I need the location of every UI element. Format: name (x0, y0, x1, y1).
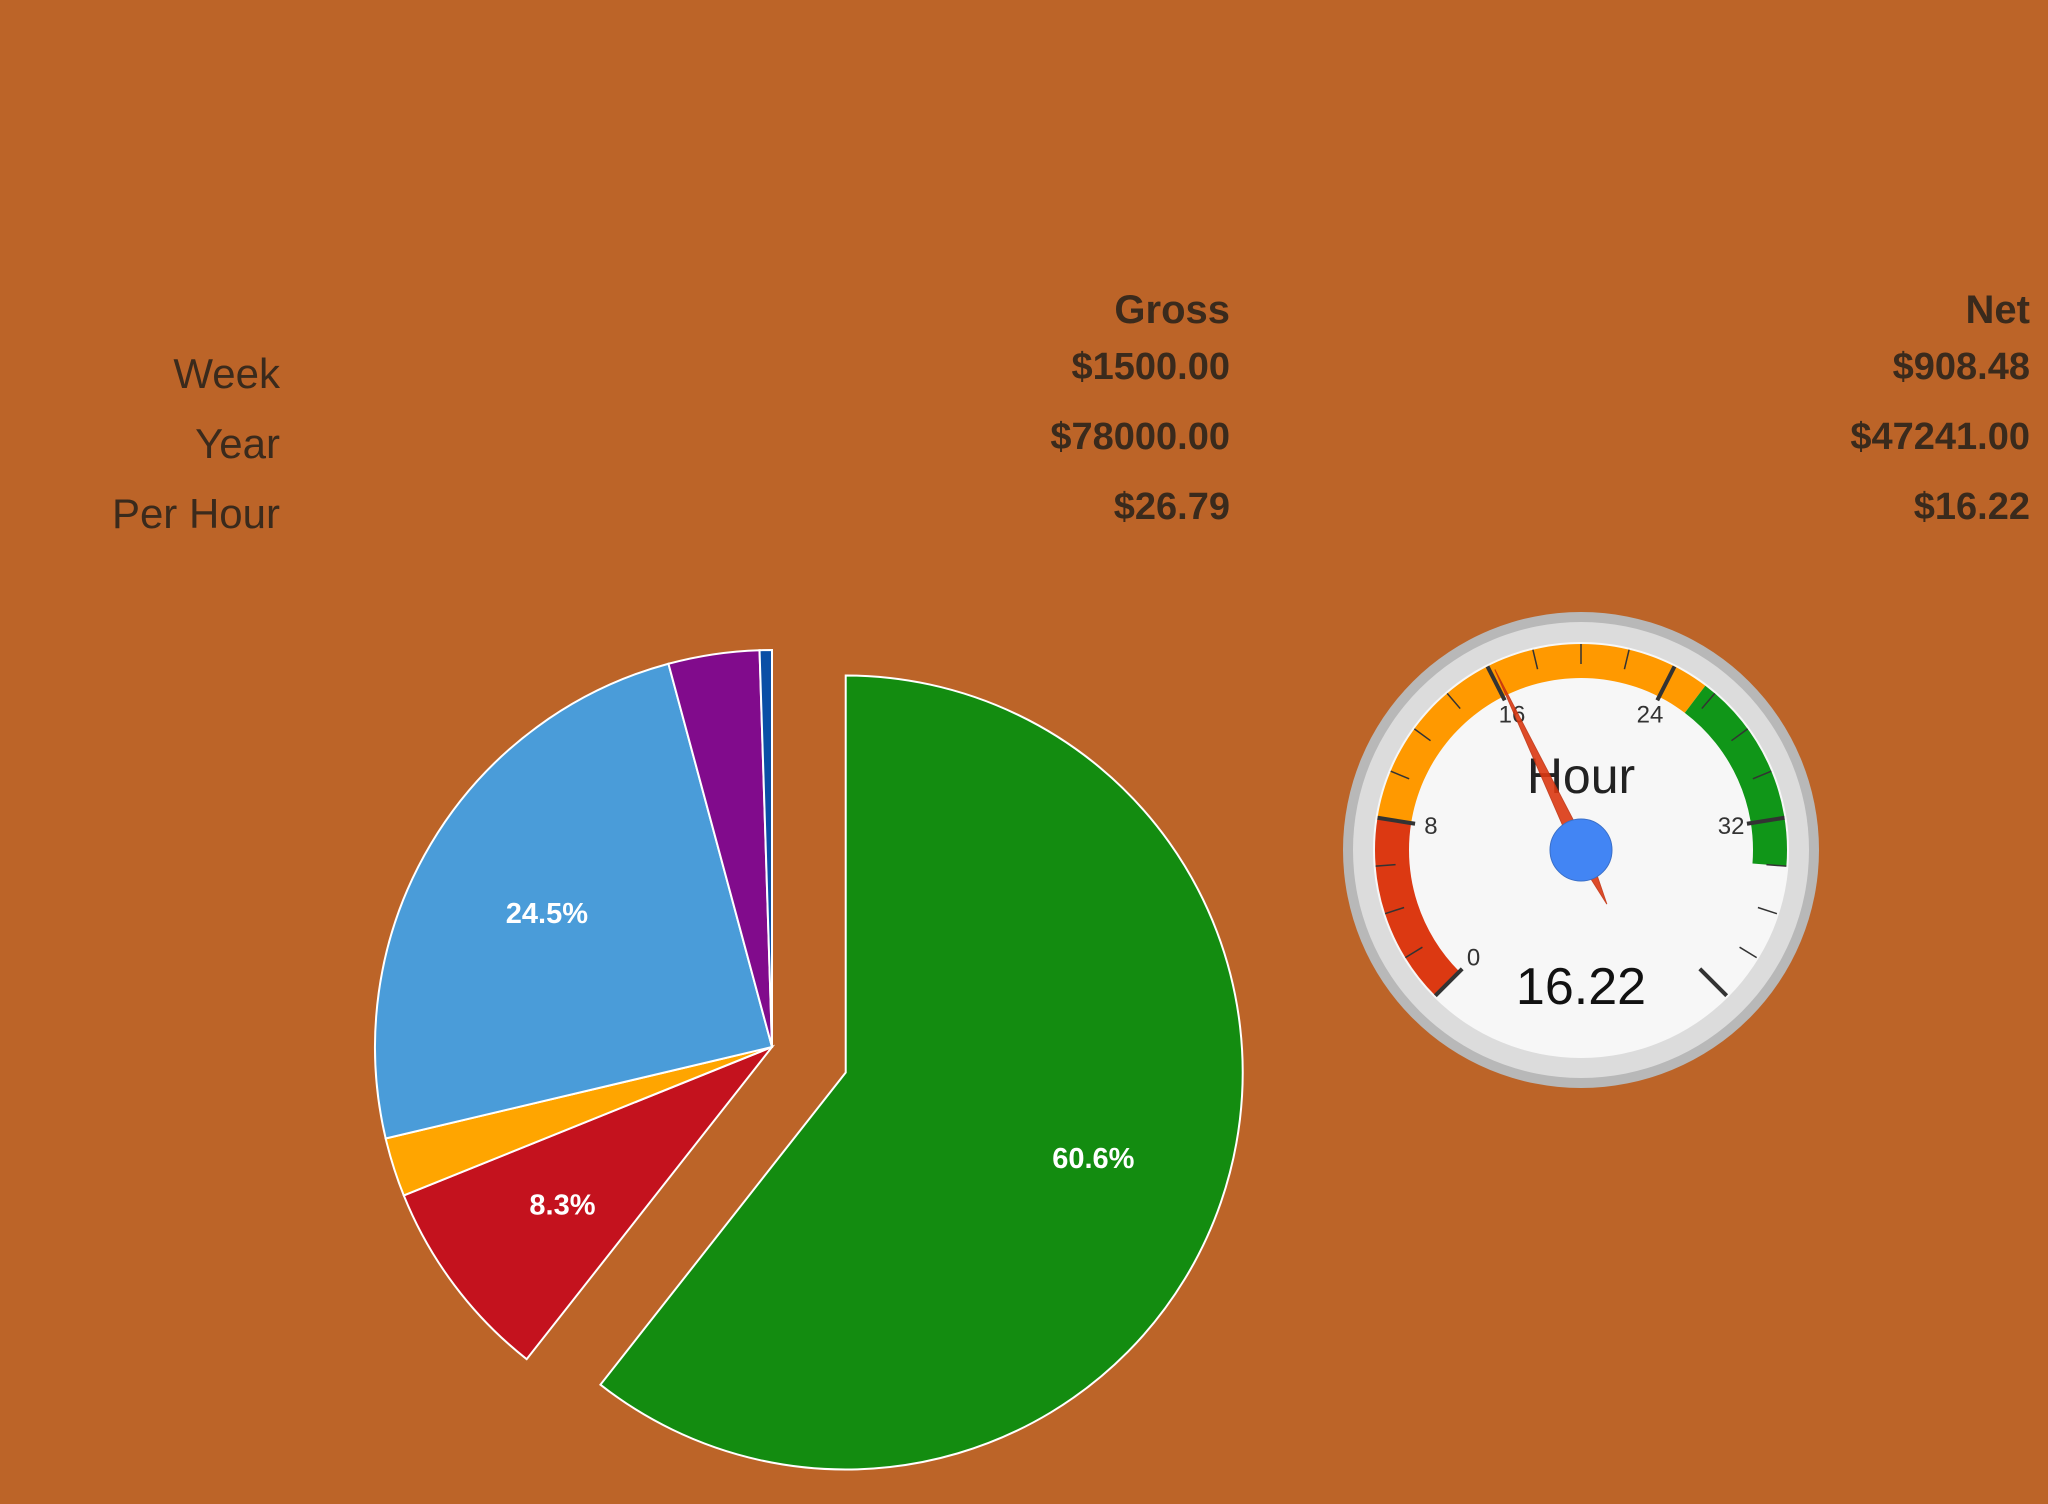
gauge-minor-tick (1757, 906, 1778, 915)
gauge-minor-tick (1384, 906, 1405, 915)
pie-slice-label-1: 8.3% (529, 1189, 595, 1221)
pie-chart-svg: 60.6% 8.3% 24.5% (374, 648, 1244, 1471)
gauge-minor-tick (1404, 946, 1423, 959)
pie-slice-0 (599, 674, 1244, 1471)
gauge-major-tick (1698, 967, 1729, 998)
gauge-band-0 (1375, 817, 1460, 996)
gauge-tick-label-4: 32 (1718, 813, 1745, 840)
gauge-minor-tick (1701, 692, 1716, 710)
salary-summary-table: Gross Net Week $1500.00 $908.48 Year $78… (0, 0, 2048, 560)
gauge-tick-label-3: 24 (1637, 702, 1664, 729)
gauge-band-1 (1377, 644, 1706, 824)
row-label-per-hour: Per Hour (111, 490, 280, 537)
pie-slice-1 (402, 1044, 776, 1361)
pie-slice-5 (758, 648, 773, 1048)
per-hour-gross-value: $26.79 (1113, 486, 1230, 528)
pie-slice-label-0: 60.6% (1052, 1143, 1134, 1175)
gauge-value-readout: 16.22 (1516, 958, 1646, 1016)
gauge-minor-tick (1375, 863, 1396, 867)
gauge-minor-tick (1413, 728, 1431, 742)
pie-slice-label-3: 24.5% (506, 898, 588, 930)
gauge-minor-tick (1446, 692, 1461, 710)
gauge-minor-tick (1623, 649, 1630, 670)
gauge-major-tick (1655, 665, 1677, 702)
pie-slice-3 (374, 662, 774, 1140)
year-gross-value: $78000.00 (1050, 416, 1230, 458)
gauge-minor-tick (1532, 649, 1539, 670)
gross-column-header: Gross (1114, 288, 1230, 332)
gauge-major-tick (1433, 967, 1464, 998)
gauge-major-tick (1377, 815, 1416, 826)
gauge-minor-tick (1739, 946, 1758, 959)
row-label-year: Year (195, 420, 280, 467)
gauge-tick-label-0: 0 (1467, 944, 1480, 971)
gauge-needle-hub (1549, 818, 1613, 882)
year-net-value: $47241.00 (1850, 416, 2030, 458)
per-hour-net-value: $16.22 (1913, 486, 2030, 528)
week-gross-value: $1500.00 (1071, 346, 1231, 388)
net-column-header: Net (1965, 288, 2030, 332)
gauge-minor-tick (1752, 770, 1772, 780)
gauge-minor-tick (1390, 770, 1410, 780)
week-net-value: $908.48 (1892, 346, 2030, 388)
gauge-minor-tick (1766, 863, 1787, 867)
gauge-major-tick (1746, 815, 1785, 826)
row-label-week: Week (173, 350, 280, 397)
gauge-minor-tick (1731, 728, 1749, 742)
gauge-tick-label-1: 8 (1424, 813, 1437, 840)
hourly-gauge: 0 8 16 24 32 Hour 16.22 (1336, 605, 1826, 1095)
deductions-pie-chart: 60.6% 8.3% 24.5% (360, 630, 1260, 1499)
gauge-major-tick (1485, 665, 1507, 702)
